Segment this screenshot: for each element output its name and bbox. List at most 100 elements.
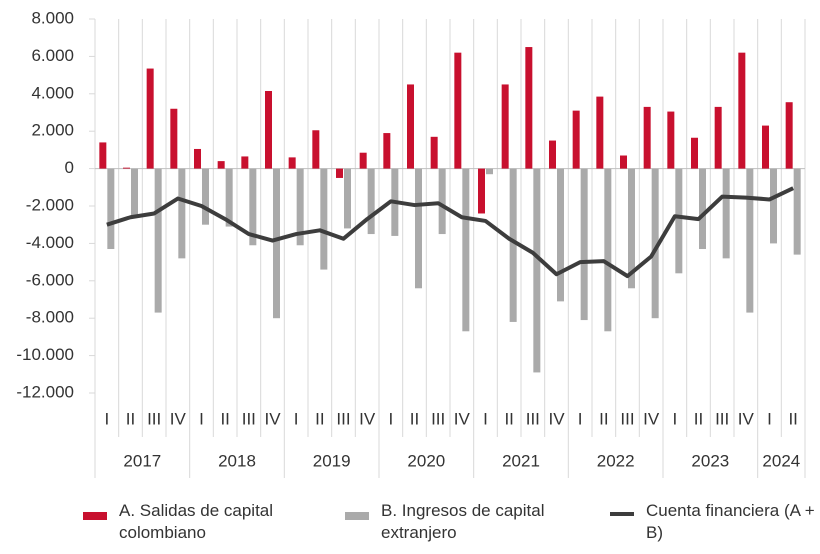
y-tick-label: -8.000 — [26, 308, 74, 327]
x-tick-label: IV — [359, 409, 376, 428]
x-tick-label: III — [620, 409, 634, 428]
legend-item: Cuenta financiera (A + B) — [610, 500, 820, 544]
bar — [99, 142, 107, 169]
y-tick-label: 6.000 — [31, 46, 74, 65]
bar — [249, 168, 257, 246]
bar — [225, 168, 233, 227]
bar — [793, 168, 801, 255]
bar — [146, 68, 154, 169]
bar — [738, 52, 746, 169]
bar — [628, 168, 635, 289]
bar — [651, 168, 659, 319]
x-tick-label: II — [410, 409, 419, 428]
x-tick-label: IV — [454, 409, 471, 428]
chart: -12.000 -10.000 -8.000 -6.000 -4.000 -2.000 0 2… — [16, 8, 806, 478]
line — [106, 186, 795, 279]
bar — [478, 168, 485, 214]
bar — [501, 84, 509, 169]
x-tick-label: III — [715, 409, 729, 428]
bar — [785, 102, 793, 169]
x-tick-label: II — [694, 409, 703, 428]
x-tick-label: III — [336, 409, 350, 428]
x-tick-label: IV — [738, 409, 755, 428]
x-tick-label: II — [599, 409, 608, 428]
bar — [462, 168, 470, 332]
x-tick-label: III — [526, 409, 540, 428]
bar — [170, 108, 178, 169]
bar — [572, 110, 580, 169]
bar — [699, 168, 706, 250]
bar — [533, 168, 541, 373]
bar — [288, 157, 296, 169]
bar — [154, 168, 162, 313]
x-tick-label: I — [767, 409, 772, 428]
year-label: 2024 — [762, 451, 800, 470]
bar — [691, 137, 698, 169]
legend-label: A. Salidas de capital colombiano — [119, 501, 274, 542]
x-tick-label: IV — [548, 409, 565, 428]
bar — [486, 168, 493, 175]
bar — [415, 168, 422, 289]
x-tick-label: II — [126, 409, 135, 428]
y-tick-label: -12.000 — [16, 382, 74, 401]
bar — [746, 168, 754, 313]
x-tick-label: I — [104, 409, 109, 428]
x-tick-label: I — [388, 409, 393, 428]
bar — [296, 168, 304, 246]
x-tick-label: I — [483, 409, 488, 428]
y-tick-label: -10.000 — [16, 345, 74, 364]
bar — [430, 136, 438, 169]
bar — [202, 168, 209, 225]
bar — [557, 168, 564, 302]
x-tick-label: III — [431, 409, 445, 428]
x-tick-label: I — [294, 409, 299, 428]
legend-swatch — [83, 512, 107, 520]
legend-item: B. Ingresos de capital extranjero — [345, 500, 581, 544]
x-tick-label: IV — [643, 409, 660, 428]
legend-item: A. Salidas de capital colombiano — [83, 500, 319, 544]
bar — [107, 168, 115, 250]
bar — [549, 140, 556, 169]
x-tick-label: IV — [170, 409, 187, 428]
bar — [643, 106, 651, 169]
legend-swatch — [345, 512, 369, 520]
bar — [762, 125, 769, 169]
bar — [604, 168, 612, 332]
bar — [312, 130, 320, 169]
bar — [265, 90, 272, 169]
x-tick-label: III — [147, 409, 161, 428]
bar — [620, 155, 627, 169]
bar — [241, 156, 249, 169]
bar — [675, 168, 683, 274]
x-tick-label: IV — [264, 409, 281, 428]
y-tick-label: 2.000 — [31, 121, 74, 140]
year-label: 2019 — [313, 451, 351, 470]
bar — [770, 168, 777, 244]
bar — [722, 168, 730, 259]
x-tick-label: III — [242, 409, 256, 428]
y-tick-label: -2.000 — [26, 195, 74, 214]
x-tick-label: II — [504, 409, 513, 428]
bar — [714, 106, 722, 169]
bar — [194, 148, 201, 169]
year-label: 2017 — [123, 451, 161, 470]
bar — [131, 168, 138, 216]
year-label: 2022 — [597, 451, 635, 470]
bar — [344, 168, 351, 229]
year-label: 2021 — [502, 451, 540, 470]
bar — [667, 111, 675, 169]
y-tick-label: 4.000 — [31, 83, 74, 102]
x-tick-label: I — [672, 409, 677, 428]
legend-label: B. Ingresos de capital extranjero — [381, 501, 545, 542]
bar — [407, 84, 414, 169]
bar — [320, 168, 328, 270]
bar — [580, 168, 588, 321]
x-tick-label: II — [788, 409, 797, 428]
year-label: 2020 — [407, 451, 445, 470]
bar — [336, 168, 343, 178]
bar — [596, 96, 604, 169]
bar — [217, 161, 225, 169]
y-tick-label: -6.000 — [26, 270, 74, 289]
bar — [525, 47, 533, 169]
y-tick-label: 8.000 — [31, 8, 74, 27]
